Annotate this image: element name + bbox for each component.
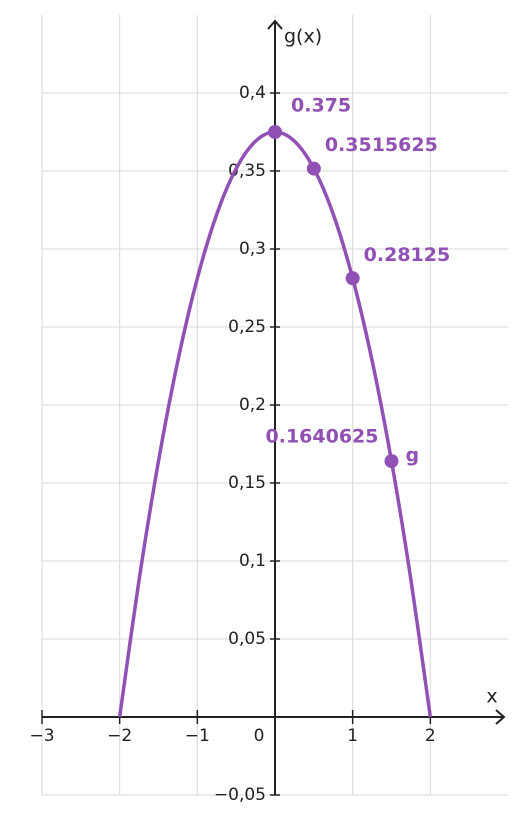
x-tick-label: −2 [107, 726, 132, 746]
axes: −3 −2 −1 0 1 2−0,050,050,10,150,20,250,30,350… [29, 19, 506, 805]
x-tick-label: 1 [347, 726, 358, 746]
x-axis-label: x [486, 686, 497, 708]
x-tick-label: 0 [254, 726, 265, 746]
y-tick-label: 0,3 [239, 239, 266, 259]
y-tick-label: 0,25 [228, 317, 266, 337]
y-tick-label: 0,15 [228, 473, 266, 493]
point-label: 0.375 [291, 95, 351, 117]
y-tick-label: 0,4 [239, 83, 266, 103]
point-label: 0.28125 [364, 244, 451, 266]
point [384, 454, 399, 469]
point [268, 125, 282, 139]
marks: 0.375 0.3515625 0.28125 0.1640625 g [117, 95, 451, 718]
x-tick-label: 2 [425, 726, 436, 746]
y-tick-label: −0,05 [214, 785, 266, 805]
y-tick-label: 0,05 [228, 629, 266, 649]
y-axis-arrow [267, 19, 283, 30]
point-label: 0.3515625 [325, 134, 438, 156]
y-axis-label: g(x) [284, 26, 322, 48]
point [306, 161, 321, 176]
point-label: 0.1640625 [266, 426, 379, 448]
x-axis-arrow [495, 709, 506, 725]
curve-label: g [406, 445, 420, 467]
x-tick-label: −3 [29, 726, 54, 746]
y-tick-label: 0,1 [239, 551, 266, 571]
y-tick-label: 0,2 [239, 395, 266, 415]
point [345, 271, 360, 286]
x-tick-label: −1 [185, 726, 210, 746]
